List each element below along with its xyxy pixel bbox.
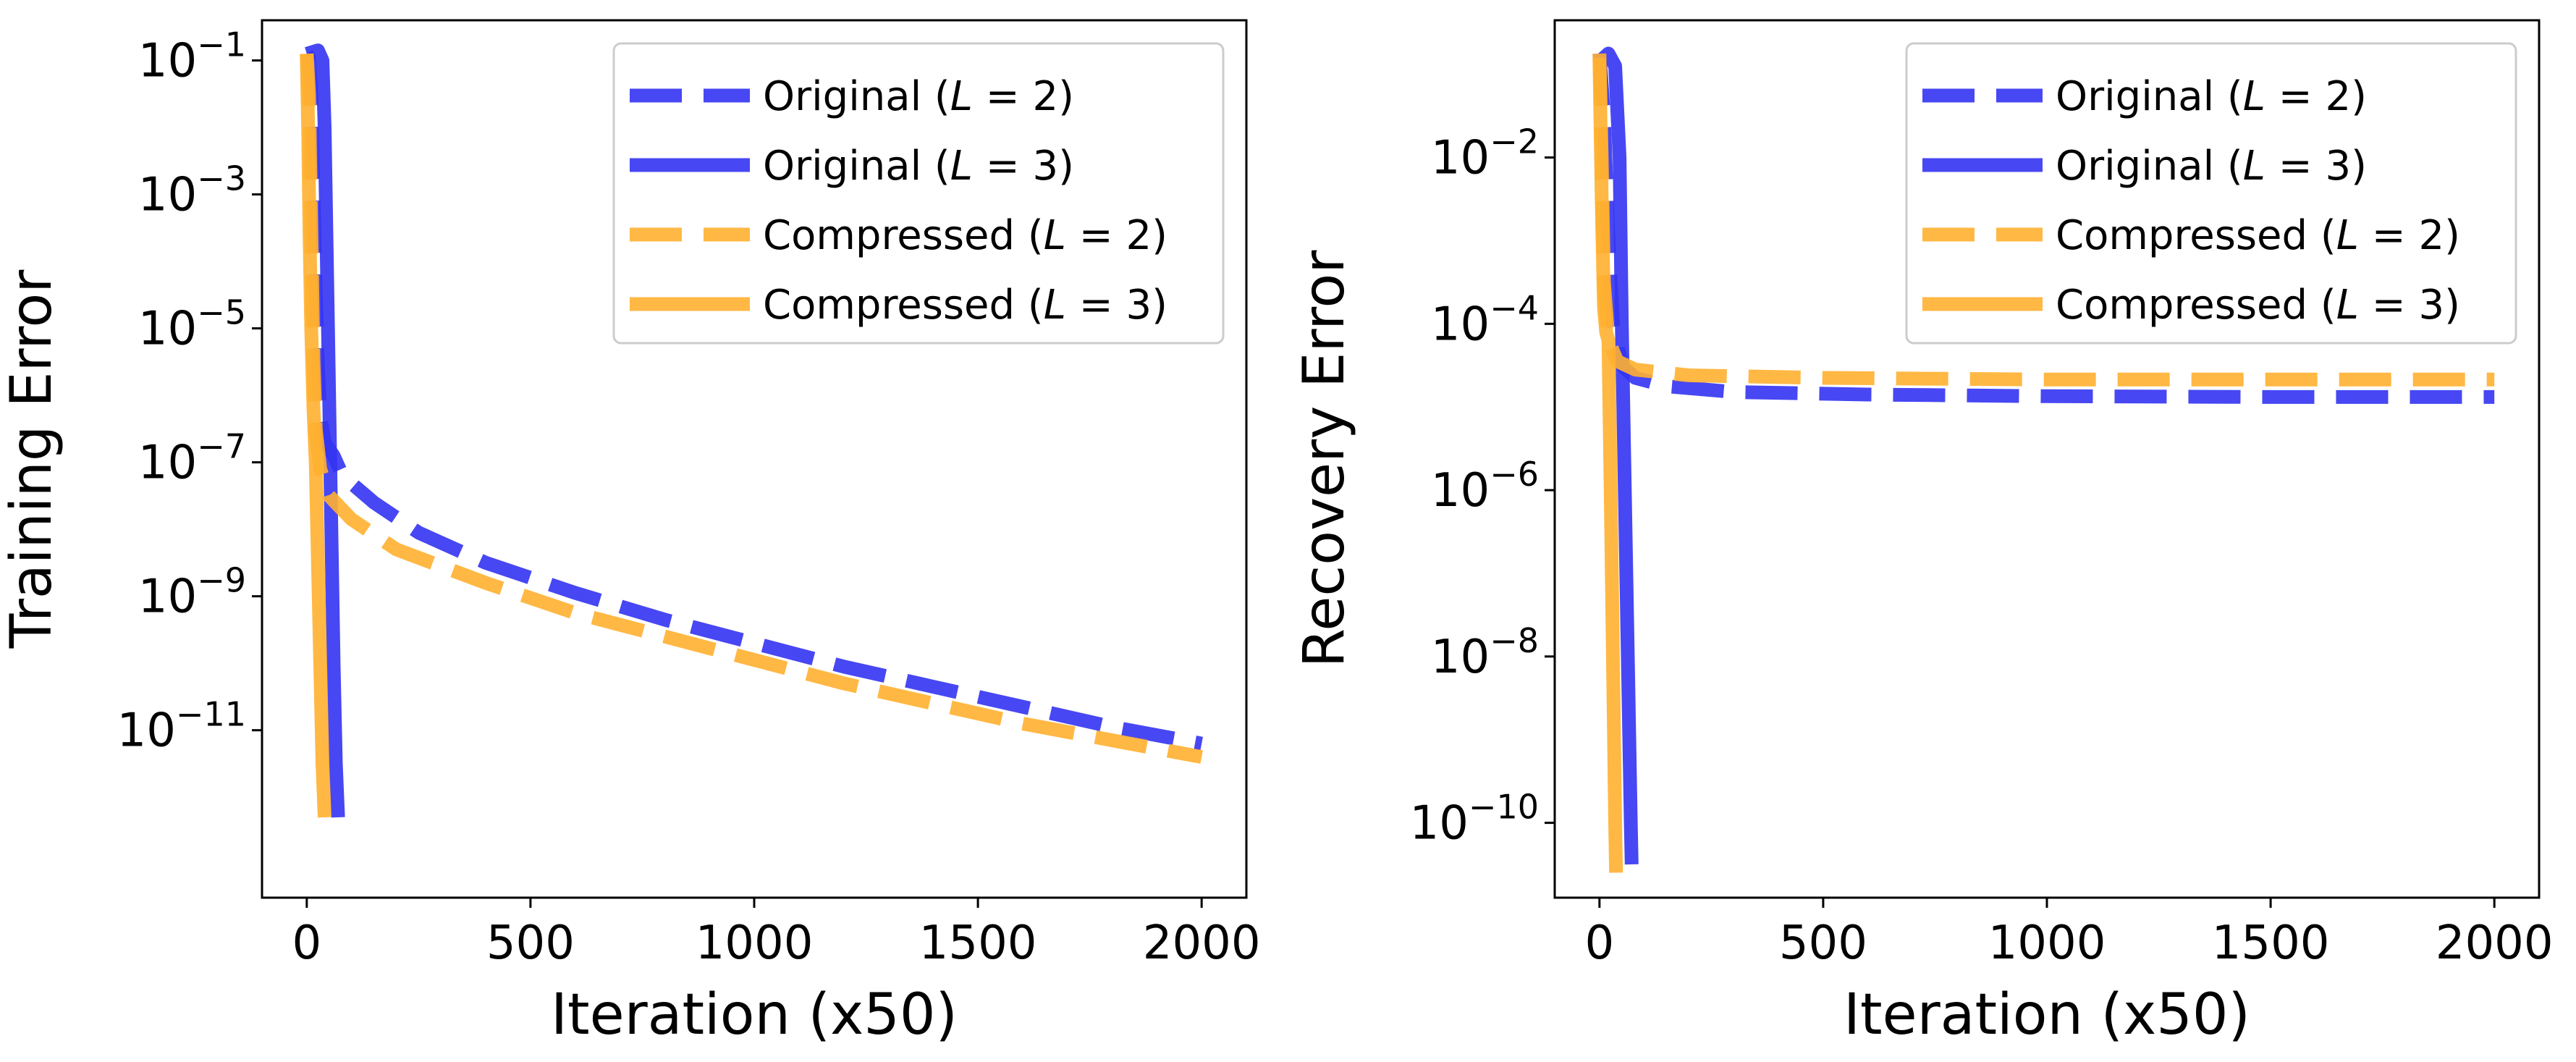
legend: Original (L = 2) Original (L = 3) Compress… (612, 42, 1225, 345)
x-tick-label: 1500 (919, 916, 1037, 970)
y-tick-label: 10−1 (138, 25, 246, 88)
y-axis-title: Recovery Error (1292, 250, 1357, 668)
y-tick-label: 10−5 (138, 293, 246, 356)
y-tick-label: 10−3 (138, 159, 246, 222)
series-line-2 (305, 43, 345, 818)
y-tick-label: 10−6 (1431, 455, 1539, 518)
legend-frame (612, 42, 1225, 345)
legend-entry: Original (L = 3) (763, 143, 1074, 190)
series-group (1592, 46, 2495, 873)
y-tick-label: 10−8 (1431, 621, 1539, 684)
y-tick-label: 10−4 (1431, 288, 1539, 351)
x-axis-title: Iteration (x50) (1844, 982, 2250, 1048)
legend-frame (1905, 42, 2517, 345)
x-tick-label: 1000 (1988, 916, 2106, 970)
legend-entry: Compressed (L = 3) (763, 282, 1167, 329)
legend-entry: Original (L = 2) (2056, 73, 2367, 120)
x-tick-label: 1000 (696, 916, 814, 970)
legend: Original (L = 2) Original (L = 3) Compress… (1905, 42, 2517, 345)
legend-entry: Original (L = 3) (2056, 143, 2367, 190)
series-line-4 (1592, 57, 1623, 873)
legend-entry: Original (L = 2) (763, 73, 1074, 120)
y-axis-title: Training Error (0, 269, 64, 649)
y-tick-label: 10−10 (1409, 788, 1539, 851)
x-tick-label: 1500 (2212, 916, 2330, 970)
series-group (300, 43, 1203, 818)
legend-entry: Compressed (L = 2) (2056, 212, 2460, 259)
x-tick-label: 500 (1779, 916, 1867, 970)
legend-entry: Compressed (L = 3) (2056, 282, 2460, 329)
x-tick-label: 0 (292, 916, 321, 970)
y-tick-label: 10−11 (117, 695, 246, 758)
y-tick-label: 10−7 (138, 427, 246, 490)
legend-entry: Compressed (L = 2) (763, 212, 1167, 259)
series-line-2 (1595, 46, 1639, 865)
x-axis-title: Iteration (x50) (551, 982, 958, 1048)
y-tick-label: 10−2 (1431, 122, 1539, 185)
x-tick-label: 0 (1584, 916, 1614, 970)
chart-panel-2: 0 500 1000 1500 2000 10−2 10−4 10−6 10−8 10−10 Ite… (1292, 19, 2554, 1048)
series-line-4 (300, 54, 331, 818)
x-tick-label: 2000 (2436, 916, 2554, 970)
x-tick-label: 2000 (1143, 916, 1261, 970)
x-tick-label: 500 (486, 916, 575, 970)
chart-panel-1: 0 500 1000 1500 2000 10−1 10−3 10−5 10−7 10−9 10−1… (0, 19, 1261, 1048)
y-tick-label: 10−9 (138, 561, 246, 624)
